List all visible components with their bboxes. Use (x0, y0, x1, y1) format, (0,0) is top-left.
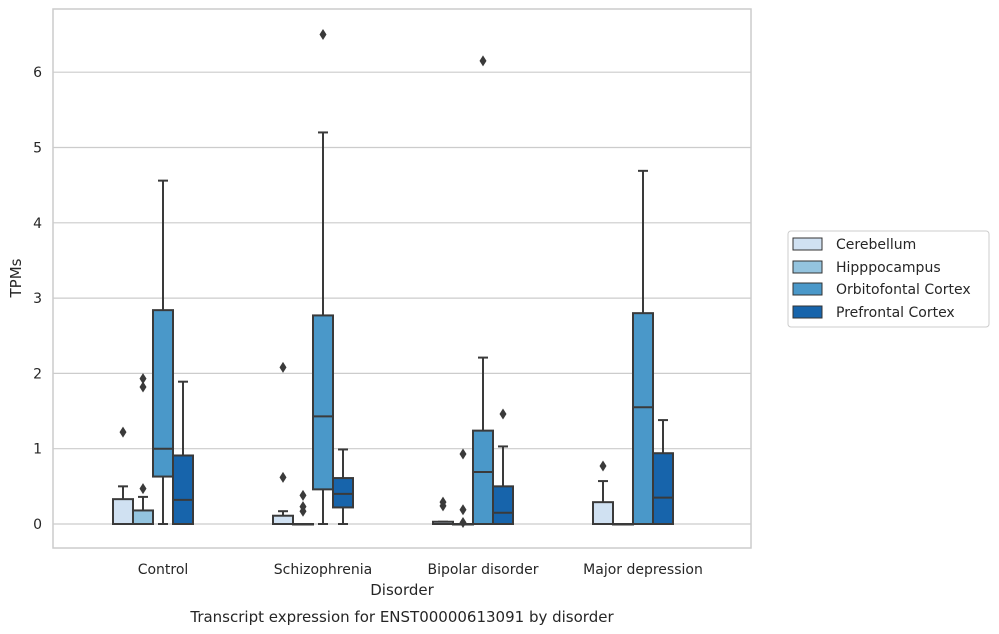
outlier-point (139, 373, 147, 385)
box-body (152, 309, 174, 478)
outlier-point (139, 483, 147, 495)
y-tick-label: 3 (33, 291, 42, 307)
legend-label-orbitofontal-cortex: Orbitofontal Cortex (836, 282, 971, 298)
box-orbitofontal-cortex-control (152, 179, 174, 525)
outlier-point (299, 489, 307, 501)
y-tick-labels: 0 1 2 3 4 5 6 (33, 65, 42, 533)
legend-label-cerebellum: Cerebellum (836, 237, 916, 253)
box-cerebellum-control (112, 426, 134, 525)
box-body (272, 514, 294, 525)
legend-swatch-cerebellum (792, 237, 823, 251)
box-cerebellum-schizophrenia (272, 361, 294, 525)
plot-frame (52, 8, 752, 549)
legend-label-prefrontal-cortex: Prefrontal Cortex (836, 305, 955, 321)
outlier-point (139, 381, 147, 393)
box-body (632, 312, 654, 525)
outlier-point (599, 460, 607, 472)
outlier-point (459, 448, 467, 460)
outlier-point (459, 516, 467, 528)
outlier-point (319, 29, 327, 41)
y-tick-label: 6 (33, 65, 42, 81)
box-body (112, 498, 134, 525)
box-prefrontal-cortex-schizophrenia (332, 448, 354, 525)
x-tick-labels: Control Schizophrenia Bipolar disorder Majo… (138, 562, 703, 578)
y-tick-label: 5 (33, 141, 42, 157)
outlier-point (279, 361, 287, 373)
x-tick-label: Major depression (583, 562, 703, 578)
legend-label-hipppocampus: Hipppocampus (836, 260, 941, 276)
outlier-point (279, 471, 287, 483)
legend-swatch-prefrontal-cortex (792, 305, 823, 319)
legend-swatch-orbitofontal-cortex (792, 282, 823, 296)
box-hipppocampus-major-depression (612, 523, 634, 526)
outlier-point (499, 408, 507, 420)
x-axis-label: Disorder (370, 581, 434, 599)
box-prefrontal-cortex-major-depression (652, 419, 674, 525)
y-tick-label: 1 (33, 442, 42, 458)
x-tick-label: Control (138, 562, 189, 578)
box-hipppocampus-schizophrenia (292, 489, 314, 526)
outlier-point (299, 501, 307, 513)
y-axis-label: TPMs (7, 258, 25, 298)
box-orbitofontal-cortex-major-depression (632, 169, 654, 525)
box-orbitofontal-cortex-bipolar-disorder (472, 55, 494, 525)
y-tick-label: 0 (33, 517, 42, 533)
x-tick-label: Bipolar disorder (427, 562, 538, 578)
box-body (312, 314, 334, 491)
box-orbitofontal-cortex-schizophrenia (312, 29, 334, 525)
box-body (332, 477, 354, 509)
box-body (172, 454, 194, 525)
box-hipppocampus-control (132, 373, 154, 526)
legend-frame (787, 230, 990, 328)
box-prefrontal-cortex-control (172, 380, 194, 525)
box-cerebellum-bipolar-disorder (432, 496, 454, 526)
box-body (492, 485, 514, 526)
legend: Cerebellum Hipppocampus Orbitofontal Cor… (787, 230, 990, 328)
outlier-point (459, 504, 467, 516)
outlier-point (479, 55, 487, 67)
legend-swatch-hipppocampus (792, 260, 823, 274)
box-body (652, 452, 674, 525)
y-tick-label: 2 (33, 366, 42, 382)
box-body (592, 501, 614, 525)
box-prefrontal-cortex-bipolar-disorder (492, 408, 514, 526)
y-tick-label: 4 (33, 216, 42, 232)
box-body (132, 509, 154, 526)
box-body (472, 429, 494, 525)
outlier-point (439, 496, 447, 508)
outlier-point (119, 426, 127, 438)
box-cerebellum-major-depression (592, 460, 614, 525)
box-layer (112, 29, 674, 528)
chart-title: Transcript expression for ENST0000061309… (189, 608, 614, 626)
x-tick-label: Schizophrenia (274, 562, 372, 578)
